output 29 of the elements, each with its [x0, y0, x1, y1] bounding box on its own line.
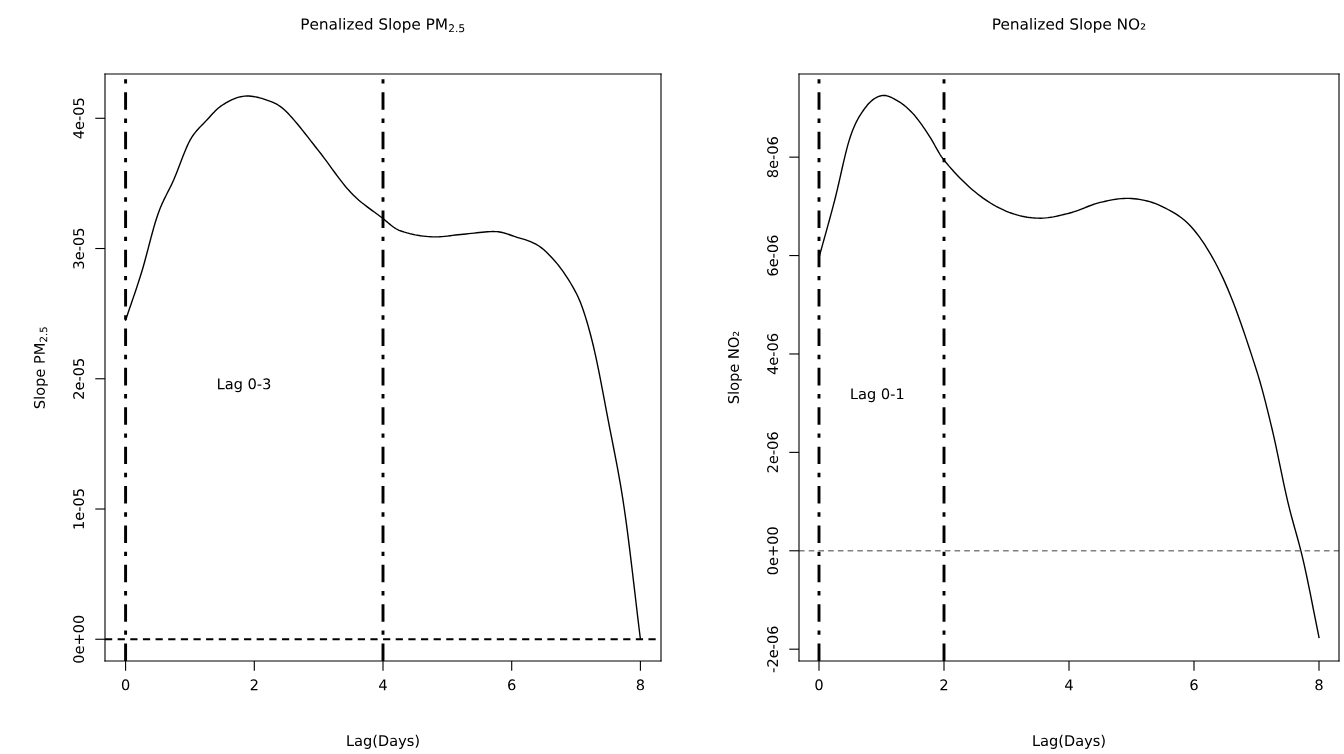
y-tick-label: 6e-06 [767, 235, 779, 276]
x-tick-label: 8 [1315, 679, 1323, 691]
y-tick-label: 1e-05 [73, 489, 85, 529]
x-tick-label: 6 [508, 679, 516, 691]
y-tick-label: -2e-06 [767, 626, 779, 673]
y-tick-label: 0e+00 [73, 615, 85, 663]
x-tick-label: 2 [250, 679, 258, 691]
x-tick-label: 2 [940, 679, 948, 691]
y-tick-label: 2e-06 [767, 432, 779, 473]
chart-title: Penalized Slope NO₂ [993, 17, 1146, 33]
y-tick-label: 3e-05 [73, 228, 85, 269]
y-tick-label: 8e-06 [767, 137, 779, 178]
y-axis-title: Slope PM$_{2.5}$ [33, 327, 48, 409]
x-tick-label: 6 [1190, 679, 1198, 691]
annotation: Lag 0-1 [851, 388, 904, 403]
y-tick-label: 4e-05 [73, 98, 85, 139]
y-tick-label: 4e-06 [767, 333, 779, 375]
x-tick-label: 8 [636, 679, 645, 691]
y-axis-title: Slope NO₂ [727, 331, 742, 404]
x-tick-label: 0 [815, 679, 823, 691]
x-tick-label: 4 [1065, 679, 1073, 691]
annotation: Lag 0-3 [218, 378, 271, 393]
x-tick-label: 0 [121, 679, 130, 691]
chart-title: Penalized Slope PM$_{2.5}$ [301, 17, 465, 33]
y-tick-label: 2e-05 [73, 359, 85, 399]
x-tick-label: 4 [379, 679, 387, 691]
x-axis-title: Lag(Days) [1033, 734, 1105, 749]
x-axis-title: Lag(Days) [347, 734, 419, 749]
y-tick-label: 0e+00 [767, 527, 779, 575]
